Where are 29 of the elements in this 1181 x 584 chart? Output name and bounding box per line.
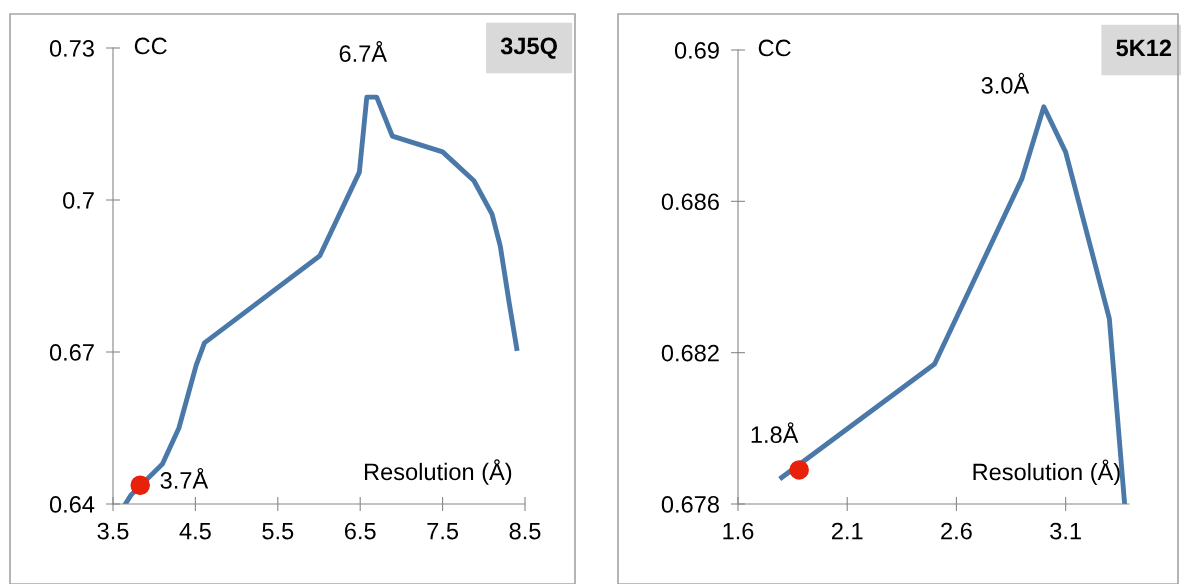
y-tick-label: 0.682 <box>661 344 719 362</box>
annotation: 1.8Å <box>751 422 799 444</box>
x-axis-title: Resolution (Å) <box>973 459 1120 485</box>
y-tick-label: 0.686 <box>661 193 719 211</box>
x-tick-label: 4.5 <box>179 522 211 540</box>
y-tick-label: 0.67 <box>49 344 94 361</box>
x-tick-label: 5.5 <box>262 522 294 540</box>
chart-title: 3J5Q <box>500 37 557 59</box>
x-tick-label: 8.5 <box>509 522 541 540</box>
x-tick-label: 6.5 <box>344 522 376 540</box>
x-tick-label: 2.6 <box>941 522 972 540</box>
x-tick-label: 3.5 <box>97 522 129 540</box>
y-tick-label: 0.678 <box>661 496 719 513</box>
y-tick-label: 0.64 <box>49 496 95 513</box>
line-series <box>122 94 520 504</box>
annotation: 3.0Å <box>981 72 1030 94</box>
annotation: 3.7Å <box>160 467 209 489</box>
y-axis-title: CC <box>134 37 167 55</box>
x-tick-label: 1.6 <box>723 522 754 540</box>
x-tick-label: 7.5 <box>427 522 459 540</box>
y-axis-title: CC <box>758 39 791 57</box>
x-tick-label: 3.1 <box>1050 522 1081 540</box>
y-tick-label: 0.73 <box>49 40 94 57</box>
chart-title: 5K12 <box>1116 39 1172 57</box>
x-axis-title: Resolution (Å) <box>364 459 512 485</box>
y-tick-label: 0.69 <box>674 42 719 59</box>
annotation: 6.7Å <box>339 41 388 62</box>
y-tick-label: 0.7 <box>63 192 94 209</box>
x-tick-label: 2.1 <box>832 522 863 540</box>
